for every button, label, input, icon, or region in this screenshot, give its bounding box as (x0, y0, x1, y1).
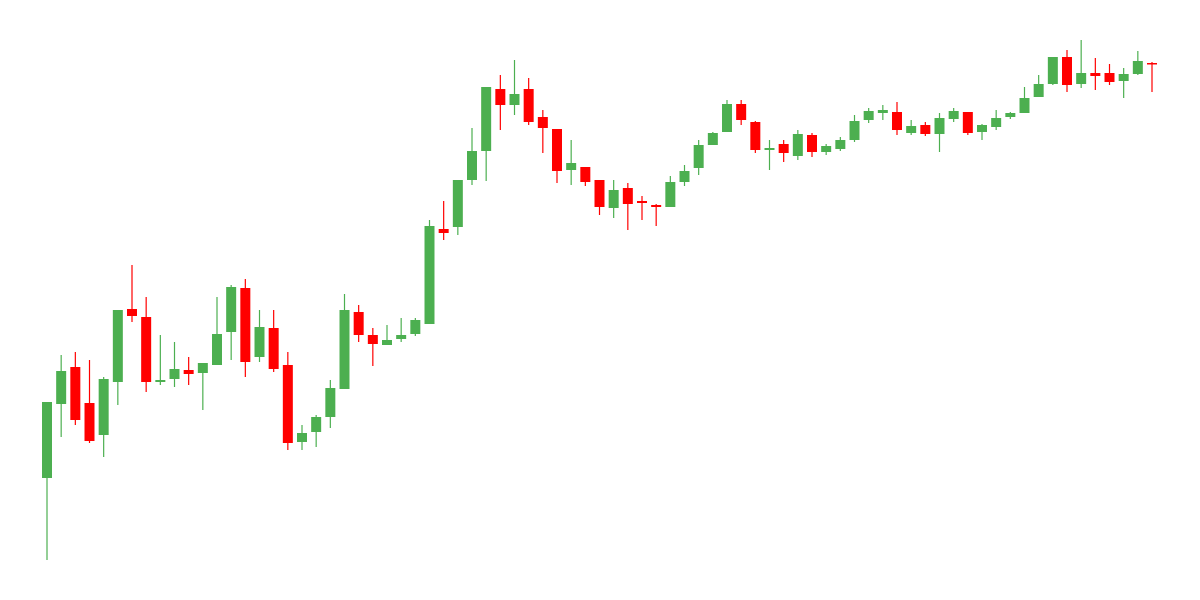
candle-body (1090, 73, 1101, 76)
candle-body (707, 133, 718, 145)
candle-body (325, 388, 336, 417)
candle-body (651, 205, 662, 207)
candle-body (948, 111, 959, 119)
candle-body (792, 134, 803, 156)
candle-body (537, 117, 548, 128)
candle-body (438, 229, 449, 233)
candle-body (1076, 73, 1087, 84)
candle-body (608, 190, 619, 208)
candle-body (977, 125, 987, 132)
candle-body (240, 288, 251, 362)
candle-body (226, 287, 237, 332)
candle-body (70, 367, 81, 420)
candle-body (1132, 61, 1143, 74)
candle-body (1005, 113, 1016, 117)
candle-body (311, 417, 322, 432)
candle-body (98, 379, 109, 435)
candle-body (807, 135, 817, 152)
candle-body (722, 104, 732, 132)
candle-body (1019, 98, 1030, 113)
candle-body (523, 89, 534, 122)
candle-body (892, 112, 902, 130)
candle-body (962, 112, 973, 133)
candle-body (1047, 57, 1058, 84)
candle-body (764, 148, 775, 150)
candle-body (197, 363, 208, 373)
candle-body (481, 87, 492, 151)
candle-body (877, 110, 888, 113)
candle-body (424, 226, 435, 324)
candle-body (282, 365, 293, 443)
candle-body (778, 144, 789, 153)
candle-body (622, 188, 633, 204)
candle-body (254, 327, 265, 357)
candle-body (452, 180, 463, 227)
candle-body (665, 182, 676, 207)
candle-body (268, 328, 279, 369)
candle-body (863, 111, 874, 120)
candle-body (42, 402, 52, 478)
candle-body (127, 309, 137, 316)
candle-body (679, 171, 690, 182)
candle-body (566, 163, 577, 170)
candle-body (495, 89, 506, 105)
candle-body (396, 335, 407, 339)
candle-body (1033, 84, 1044, 97)
candle-body (736, 104, 747, 120)
candle-body (155, 380, 166, 382)
candle-body (353, 312, 364, 335)
candle-body (382, 340, 392, 345)
candle-body (1104, 73, 1115, 82)
candle-body (509, 94, 520, 105)
candle-body (920, 125, 931, 134)
candle-body (552, 129, 562, 171)
candle-body (637, 201, 647, 203)
candle-body (750, 122, 761, 150)
candle-body (183, 370, 194, 374)
candle-body (112, 310, 123, 382)
candle-body (141, 317, 152, 382)
candle-body (580, 167, 591, 182)
candle-body (84, 403, 95, 441)
candle-body (212, 334, 222, 365)
candle-body (297, 433, 307, 442)
candle-body (1062, 57, 1072, 85)
candle-body (410, 320, 421, 334)
candle-body (906, 126, 917, 133)
candle-body (1118, 74, 1129, 81)
candle-body (339, 310, 350, 389)
candle-body (835, 140, 846, 149)
candle-body (934, 118, 945, 134)
candle-body (56, 371, 67, 404)
candle-body (367, 335, 378, 344)
candle-body (849, 121, 860, 140)
candle-body (693, 145, 704, 168)
candle-body (1147, 63, 1157, 65)
candle-body (169, 369, 180, 379)
candle-body (821, 146, 832, 152)
candle-body (467, 151, 477, 180)
candle-body (991, 118, 1002, 127)
candle-body (594, 180, 605, 207)
